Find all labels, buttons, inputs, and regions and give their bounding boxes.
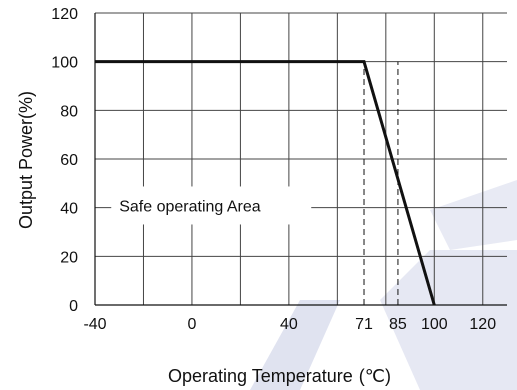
x-tick-label: 0 [187, 316, 196, 333]
y-tick-label: 60 [60, 152, 78, 169]
x-tick-label: -40 [83, 316, 106, 333]
y-axis-title: Output Power(%) [16, 91, 36, 229]
x-axis-title: Operating Temperature (℃) [168, 366, 391, 386]
x-axis-label: Operating Temperature [168, 366, 353, 386]
y-tick-label: 80 [60, 103, 78, 120]
y-tick-label: 100 [51, 55, 78, 72]
y-tick-label: 40 [60, 201, 78, 218]
x-tick-label: 85 [389, 316, 407, 333]
reference-lines [363, 61, 399, 305]
annotation-background [111, 186, 312, 225]
x-tick-label: 71 [355, 316, 373, 333]
y-tick-labels: 0 20 40 60 80 100 120 [51, 6, 78, 315]
x-tick-label: 100 [421, 316, 448, 333]
safe-area-annotation: Safe operating Area [119, 198, 261, 215]
derating-curve [95, 60, 436, 306]
x-tick-label: 120 [469, 316, 496, 333]
x-tick-label: 40 [280, 316, 298, 333]
x-tick-labels: -40 0 40 71 85 100 120 [83, 316, 496, 333]
y-tick-label: 20 [60, 249, 78, 266]
watermark-shape-top [430, 180, 517, 250]
y-tick-label: 0 [69, 298, 78, 315]
watermark-shape-left [250, 300, 340, 390]
x-axis-unit: (℃) [359, 366, 391, 386]
y-tick-label: 120 [51, 6, 78, 23]
